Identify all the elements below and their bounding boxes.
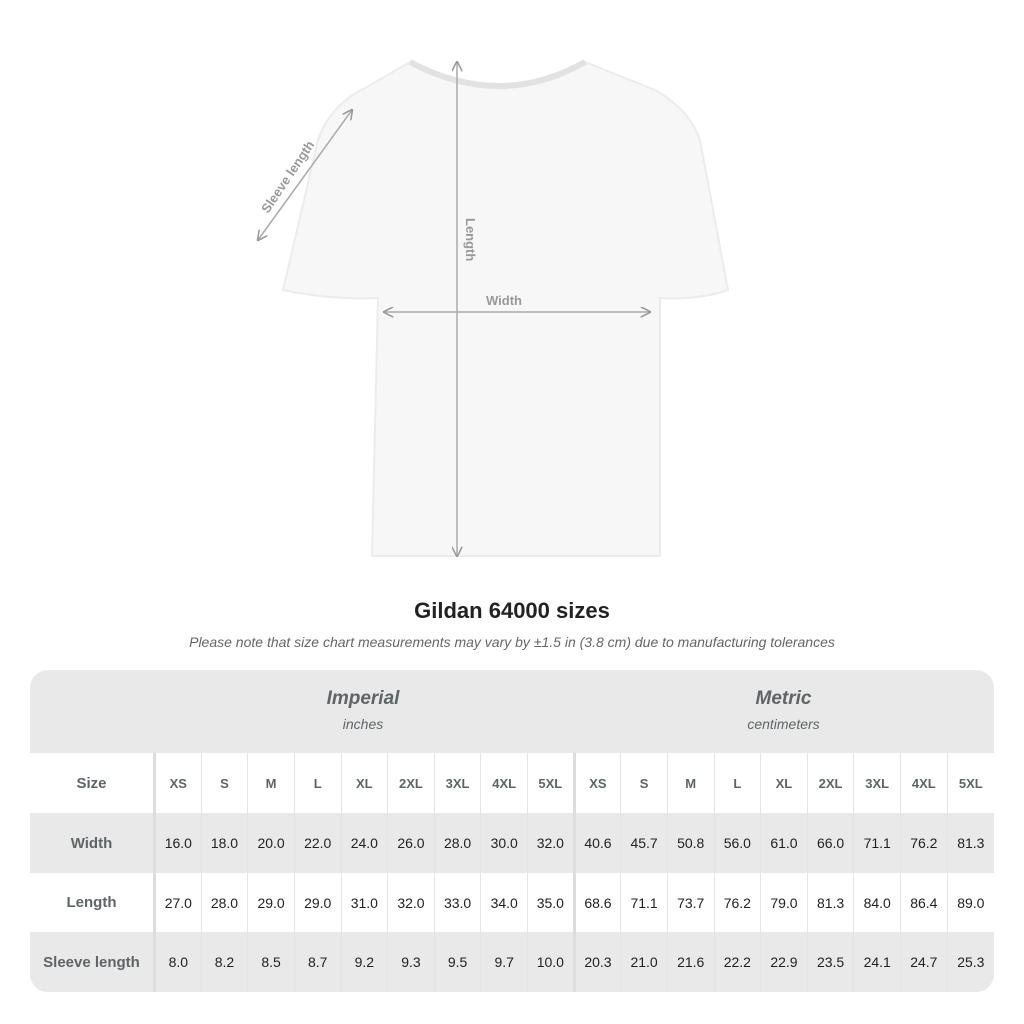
row-label: Length bbox=[30, 873, 156, 932]
imperial-size-header: 3XL bbox=[433, 753, 481, 813]
metric-size-header: 4XL bbox=[900, 753, 948, 813]
tshirt-image bbox=[281, 60, 730, 557]
metric-value-cell: 76.2 bbox=[713, 873, 761, 932]
metric-value-cell: 81.3 bbox=[806, 873, 854, 932]
metric-value-cell: 40.6 bbox=[572, 813, 621, 873]
imperial-value-cell: 28.0 bbox=[433, 813, 481, 873]
imperial-size-header: 2XL bbox=[387, 753, 435, 813]
imperial-value-cell: 9.5 bbox=[433, 932, 481, 992]
metric-value-cell: 76.2 bbox=[900, 813, 948, 873]
imperial-size-header: L bbox=[293, 753, 341, 813]
metric-value-cell: 81.3 bbox=[946, 813, 994, 873]
table-row: Width 16.0 18.0 20.0 22.0 24.0 26.0 28.0 30.0 32.… bbox=[30, 813, 994, 873]
imperial-value-cell: 26.0 bbox=[387, 813, 435, 873]
imperial-value-cell: 10.0 bbox=[527, 932, 575, 992]
sleeve-arrow bbox=[258, 110, 352, 240]
metric-title: Metric bbox=[755, 688, 812, 709]
metric-value-cell: 73.7 bbox=[666, 873, 714, 932]
imperial-value-cell: 31.0 bbox=[340, 873, 388, 932]
imperial-value-cell: 28.0 bbox=[200, 873, 248, 932]
imperial-value-cell: 27.0 bbox=[154, 873, 202, 932]
metric-size-header: XL bbox=[760, 753, 808, 813]
metric-value-cell: 56.0 bbox=[713, 813, 761, 873]
metric-unit: centimeters bbox=[747, 716, 820, 732]
imperial-value-cell: 34.0 bbox=[480, 873, 528, 932]
imperial-size-header: 5XL bbox=[527, 753, 575, 813]
imperial-size-header: XS bbox=[154, 753, 202, 813]
imperial-value-cell: 9.3 bbox=[387, 932, 435, 992]
metric-value-cell: 84.0 bbox=[853, 873, 901, 932]
imperial-value-cell: 29.0 bbox=[293, 873, 341, 932]
metric-size-header: S bbox=[620, 753, 668, 813]
row-label: Width bbox=[30, 813, 156, 873]
imperial-value-cell: 9.7 bbox=[480, 932, 528, 992]
imperial-value-cell: 32.0 bbox=[387, 873, 435, 932]
metric-value-cell: 21.6 bbox=[666, 932, 714, 992]
imperial-value-cell: 9.2 bbox=[340, 932, 388, 992]
imperial-value-cell: 22.0 bbox=[293, 813, 341, 873]
imperial-value-cell: 8.7 bbox=[293, 932, 341, 992]
metric-value-cell: 66.0 bbox=[806, 813, 854, 873]
metric-size-header: L bbox=[713, 753, 761, 813]
metric-value-cell: 68.6 bbox=[572, 873, 621, 932]
metric-value-cell: 20.3 bbox=[572, 932, 621, 992]
metric-header: Metric centimeters bbox=[573, 670, 994, 753]
imperial-value-cell: 24.0 bbox=[340, 813, 388, 873]
size-label: Size bbox=[30, 753, 156, 813]
metric-size-header: M bbox=[666, 753, 714, 813]
imperial-value-cell: 20.0 bbox=[247, 813, 295, 873]
page-title: Gildan 64000 sizes bbox=[414, 598, 610, 623]
metric-value-cell: 86.4 bbox=[900, 873, 948, 932]
imperial-size-header: S bbox=[200, 753, 248, 813]
metric-value-cell: 71.1 bbox=[853, 813, 901, 873]
imperial-size-header: M bbox=[247, 753, 295, 813]
size-table: Imperial inches Metric centimeters Size X… bbox=[30, 670, 994, 992]
imperial-size-header: 4XL bbox=[480, 753, 528, 813]
metric-size-header: 3XL bbox=[853, 753, 901, 813]
metric-value-cell: 50.8 bbox=[666, 813, 714, 873]
metric-value-cell: 24.7 bbox=[900, 932, 948, 992]
metric-size-header: 2XL bbox=[806, 753, 854, 813]
metric-value-cell: 71.1 bbox=[620, 873, 668, 932]
tolerance-note: Please note that size chart measurements… bbox=[189, 634, 835, 650]
imperial-value-cell: 18.0 bbox=[200, 813, 248, 873]
table-row: Sleeve length 8.0 8.2 8.5 8.7 9.2 9.3 9.5 9.7 10.… bbox=[30, 932, 994, 992]
imperial-value-cell: 29.0 bbox=[247, 873, 295, 932]
metric-value-cell: 22.2 bbox=[713, 932, 761, 992]
imperial-value-cell: 8.5 bbox=[247, 932, 295, 992]
metric-value-cell: 25.3 bbox=[946, 932, 994, 992]
metric-value-cell: 79.0 bbox=[760, 873, 808, 932]
imperial-size-header: XL bbox=[340, 753, 388, 813]
imperial-value-cell: 35.0 bbox=[527, 873, 575, 932]
tshirt-diagram: Sleeve length Length Width bbox=[0, 59, 730, 580]
imperial-value-cell: 30.0 bbox=[480, 813, 528, 873]
imperial-header: Imperial inches bbox=[153, 670, 573, 753]
imperial-value-cell: 8.2 bbox=[200, 932, 248, 992]
metric-size-header: XS bbox=[572, 753, 621, 813]
metric-value-cell: 61.0 bbox=[760, 813, 808, 873]
table-row: Length 27.0 28.0 29.0 29.0 31.0 32.0 33.0 34.0 35… bbox=[30, 873, 994, 932]
imperial-value-cell: 33.0 bbox=[433, 873, 481, 932]
imperial-value-cell: 8.0 bbox=[154, 932, 202, 992]
metric-value-cell: 22.9 bbox=[760, 932, 808, 992]
metric-value-cell: 21.0 bbox=[620, 932, 668, 992]
row-label: Sleeve length bbox=[30, 932, 156, 992]
metric-size-header: 5XL bbox=[946, 753, 994, 813]
metric-value-cell: 45.7 bbox=[620, 813, 668, 873]
size-grid: Size XS S M L XL 2XL 3XL 4XL 5XL XS S M L XL 2XL 3XL 4XL 5… bbox=[30, 753, 994, 992]
metric-value-cell: 89.0 bbox=[946, 873, 994, 932]
imperial-value-cell: 32.0 bbox=[527, 813, 575, 873]
imperial-value-cell: 16.0 bbox=[154, 813, 202, 873]
width-label: Width bbox=[486, 293, 522, 308]
imperial-unit: inches bbox=[342, 716, 384, 732]
size-header-row: Size XS S M L XL 2XL 3XL 4XL 5XL XS S M L XL 2XL 3XL 4XL 5… bbox=[30, 753, 994, 813]
metric-value-cell: 24.1 bbox=[853, 932, 901, 992]
metric-value-cell: 23.5 bbox=[806, 932, 854, 992]
imperial-title: Imperial bbox=[326, 688, 400, 709]
length-label: Length bbox=[463, 218, 478, 261]
